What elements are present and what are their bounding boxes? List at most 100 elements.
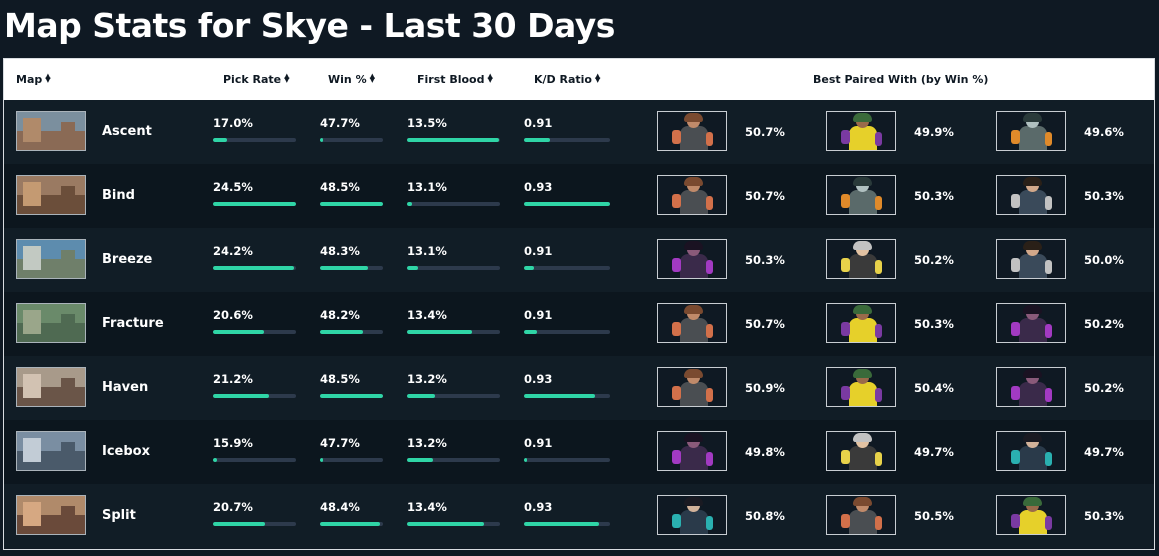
pick-rate-value: 24.5% (213, 180, 253, 194)
pick-rate-bar-fill (213, 394, 269, 398)
agent-portrait-killjoy[interactable] (826, 239, 896, 279)
agent-portrait-gekko[interactable] (826, 303, 896, 343)
table-row: Fracture 20.6% 48.2% 13.4% 0.91 50.7% 50.3% 50.… (4, 292, 1154, 356)
map-name: Ascent (102, 124, 152, 139)
agent-portrait-gekko[interactable] (826, 367, 896, 407)
win-rate-bar-fill (320, 330, 363, 334)
agent-portrait-chamber[interactable] (996, 175, 1066, 215)
table-row: Breeze 24.2% 48.3% 13.1% 0.91 50.3% 50.2% 50.0% (4, 228, 1154, 292)
first-blood-bar-fill (407, 458, 434, 462)
agent-portrait-killjoy[interactable] (826, 431, 896, 471)
first-blood-bar-fill (407, 394, 435, 398)
paired-win-rate: 50.2% (1084, 317, 1124, 331)
kd-ratio-bar-fill (524, 202, 610, 206)
win-rate-cell: 48.4% (320, 500, 383, 526)
paired-win-rate: 50.9% (745, 381, 785, 395)
paired-win-rate: 50.3% (1084, 189, 1124, 203)
first-blood-bar (407, 458, 500, 462)
kd-ratio-cell: 0.91 (524, 116, 610, 142)
win-rate-bar (320, 138, 383, 142)
agent-portrait-brimstone[interactable] (657, 175, 727, 215)
bind-map-thumbnail (16, 175, 86, 215)
agent-portrait-sage[interactable] (996, 431, 1066, 471)
agent-portrait-brimstone[interactable] (657, 303, 727, 343)
kd-ratio-value: 0.93 (524, 500, 553, 514)
kd-ratio-bar (524, 394, 610, 398)
kd-ratio-bar-fill (524, 266, 535, 270)
kd-ratio-bar (524, 138, 610, 142)
first-blood-bar (407, 330, 500, 334)
first-blood-value: 13.4% (407, 308, 447, 322)
first-blood-bar-fill (407, 330, 473, 334)
agent-portrait-brimstone[interactable] (657, 367, 727, 407)
win-rate-bar (320, 202, 383, 206)
split-map-thumbnail (16, 495, 86, 535)
win-rate-bar (320, 266, 383, 270)
pick-rate-bar (213, 458, 296, 462)
first-blood-header-label: First Blood (417, 73, 485, 86)
kd-ratio-value: 0.91 (524, 116, 553, 130)
map-column-header[interactable]: Map ▲ ▼ (16, 59, 51, 100)
win-rate-bar-fill (320, 202, 383, 206)
kd-ratio-cell: 0.93 (524, 180, 610, 206)
first-blood-column-header[interactable]: First Blood ▲ ▼ (417, 59, 493, 100)
pick-rate-bar (213, 394, 296, 398)
kd-ratio-value: 0.93 (524, 372, 553, 386)
kd-ratio-column-header[interactable]: K/D Ratio ▲ ▼ (534, 59, 600, 100)
agent-portrait-kayo[interactable] (996, 111, 1066, 151)
paired-win-rate: 50.7% (745, 189, 785, 203)
table-row: Haven 21.2% 48.5% 13.2% 0.93 50.9% 50.4% 50.2% (4, 356, 1154, 420)
agent-portrait-reyna[interactable] (657, 431, 727, 471)
pick-rate-bar-fill (213, 330, 265, 334)
agent-portrait-brimstone[interactable] (657, 111, 727, 151)
win-rate-column-header[interactable]: Win % ▲ ▼ (328, 59, 375, 100)
agent-portrait-brimstone[interactable] (826, 495, 896, 535)
first-blood-value: 13.4% (407, 500, 447, 514)
first-blood-value: 13.1% (407, 244, 447, 258)
win-rate-value: 48.3% (320, 244, 360, 258)
agent-portrait-kayo[interactable] (826, 175, 896, 215)
paired-win-rate: 50.3% (914, 317, 954, 331)
paired-win-rate: 50.3% (1084, 509, 1124, 523)
kd-ratio-bar-fill (524, 138, 550, 142)
agent-portrait-sage[interactable] (657, 495, 727, 535)
pick-rate-cell: 20.6% (213, 308, 296, 334)
win-rate-value: 48.2% (320, 308, 360, 322)
pick-rate-cell: 20.7% (213, 500, 296, 526)
pick-rate-value: 24.2% (213, 244, 253, 258)
win-rate-bar-fill (320, 138, 324, 142)
paired-win-rate: 50.2% (914, 253, 954, 267)
win-rate-bar (320, 394, 383, 398)
agent-portrait-reyna[interactable] (996, 367, 1066, 407)
pick-rate-cell: 21.2% (213, 372, 296, 398)
first-blood-bar (407, 202, 500, 206)
agent-portrait-reyna[interactable] (657, 239, 727, 279)
first-blood-bar-fill (407, 266, 419, 270)
win-rate-bar (320, 330, 383, 334)
best-paired-header-label: Best Paired With (by Win %) (813, 73, 989, 86)
first-blood-cell: 13.1% (407, 244, 500, 270)
pick-rate-column-header[interactable]: Pick Rate ▲ ▼ (223, 59, 290, 100)
kd-ratio-bar-fill (524, 458, 528, 462)
win-rate-cell: 48.5% (320, 180, 383, 206)
kd-ratio-value: 0.91 (524, 244, 553, 258)
kd-ratio-value: 0.91 (524, 436, 553, 450)
map-name: Icebox (102, 444, 150, 459)
first-blood-value: 13.2% (407, 436, 447, 450)
agent-portrait-chamber[interactable] (996, 239, 1066, 279)
win-header-label: Win % (328, 73, 367, 86)
first-blood-value: 13.1% (407, 180, 447, 194)
agent-portrait-gekko[interactable] (826, 111, 896, 151)
win-rate-cell: 48.5% (320, 372, 383, 398)
first-blood-bar-fill (407, 522, 485, 526)
table-row: Bind 24.5% 48.5% 13.1% 0.93 50.7% 50.3% 50.3% (4, 164, 1154, 228)
paired-win-rate: 49.8% (745, 445, 785, 459)
agent-portrait-gekko[interactable] (996, 495, 1066, 535)
first-blood-cell: 13.4% (407, 308, 500, 334)
table-row: Icebox 15.9% 47.7% 13.2% 0.91 49.8% 49.7% 49.7% (4, 420, 1154, 484)
agent-portrait-reyna[interactable] (996, 303, 1066, 343)
breeze-map-thumbnail (16, 239, 86, 279)
win-rate-bar-fill (320, 522, 380, 526)
map-name: Bind (102, 188, 135, 203)
fracture-map-thumbnail (16, 303, 86, 343)
